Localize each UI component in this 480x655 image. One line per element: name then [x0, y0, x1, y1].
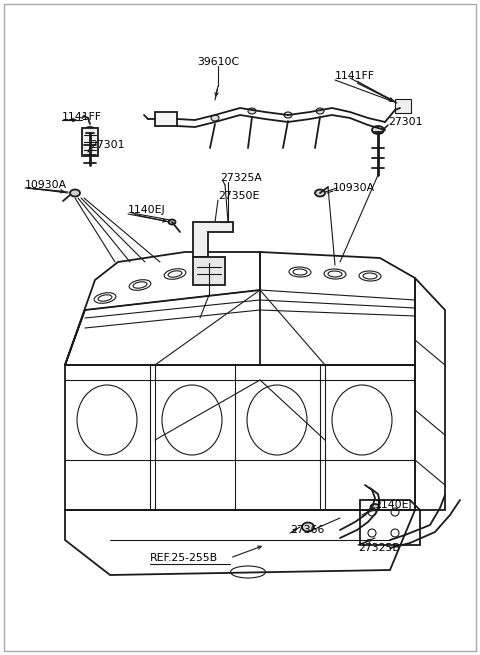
Ellipse shape	[70, 189, 80, 196]
Polygon shape	[193, 222, 233, 257]
Text: 1140EJ: 1140EJ	[128, 205, 166, 215]
Ellipse shape	[248, 108, 256, 114]
Ellipse shape	[371, 504, 380, 510]
Text: 1141FF: 1141FF	[335, 71, 375, 81]
Ellipse shape	[284, 112, 292, 118]
Ellipse shape	[302, 523, 314, 531]
Ellipse shape	[316, 108, 324, 114]
Text: 27366: 27366	[290, 525, 324, 535]
Ellipse shape	[315, 189, 325, 196]
Text: 27325B: 27325B	[358, 543, 400, 553]
Ellipse shape	[168, 219, 176, 225]
Text: 27325A: 27325A	[220, 173, 262, 183]
Text: 27301: 27301	[388, 117, 422, 127]
Text: 39610C: 39610C	[197, 57, 239, 67]
Text: 27350E: 27350E	[218, 191, 259, 201]
FancyBboxPatch shape	[193, 257, 225, 285]
Text: 10930A: 10930A	[333, 183, 375, 193]
Ellipse shape	[211, 115, 219, 121]
FancyBboxPatch shape	[155, 112, 177, 126]
Ellipse shape	[84, 127, 96, 135]
Text: 1141FF: 1141FF	[62, 112, 102, 122]
Text: 27301: 27301	[90, 140, 124, 150]
Ellipse shape	[372, 126, 384, 134]
FancyBboxPatch shape	[395, 99, 411, 113]
FancyBboxPatch shape	[82, 128, 98, 156]
Text: 1140EJ: 1140EJ	[375, 500, 413, 510]
Text: REF.25-255B: REF.25-255B	[150, 553, 218, 563]
Text: 10930A: 10930A	[25, 180, 67, 190]
